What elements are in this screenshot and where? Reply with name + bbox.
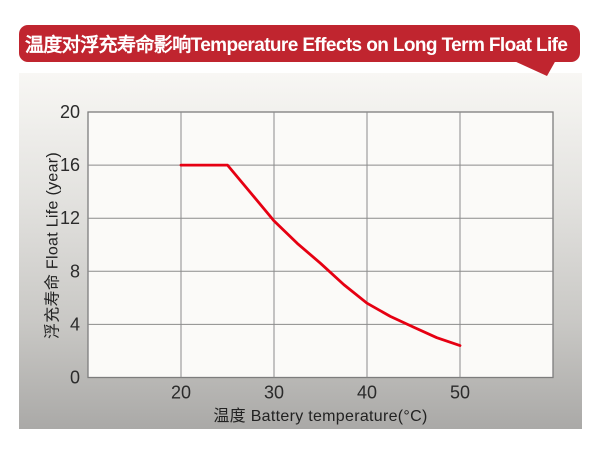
x-tick-label: 40 bbox=[357, 383, 377, 403]
y-tick-label: 8 bbox=[70, 261, 80, 281]
x-tick-label: 30 bbox=[264, 383, 284, 403]
y-tick-label: 20 bbox=[60, 102, 80, 122]
y-tick-label: 12 bbox=[60, 208, 80, 228]
x-tick-label: 50 bbox=[450, 383, 470, 403]
float-life-curve bbox=[179, 163, 462, 347]
x-axis-title: 温度 Battery temperature(°C) bbox=[213, 408, 428, 425]
y-axis-title: 浮充寿命 Float Life (year) bbox=[44, 151, 62, 340]
chart-title: 温度对浮充寿命影响Temperature Effects on Long Ter… bbox=[25, 35, 568, 56]
y-tick-label: 0 bbox=[70, 368, 80, 388]
x-tick-label: 20 bbox=[171, 383, 191, 403]
plot-area bbox=[87, 111, 554, 379]
y-tick-label: 16 bbox=[60, 155, 80, 175]
y-tick-label: 4 bbox=[70, 314, 80, 334]
chart-title-banner: 温度对浮充寿命影响Temperature Effects on Long Ter… bbox=[19, 25, 580, 62]
